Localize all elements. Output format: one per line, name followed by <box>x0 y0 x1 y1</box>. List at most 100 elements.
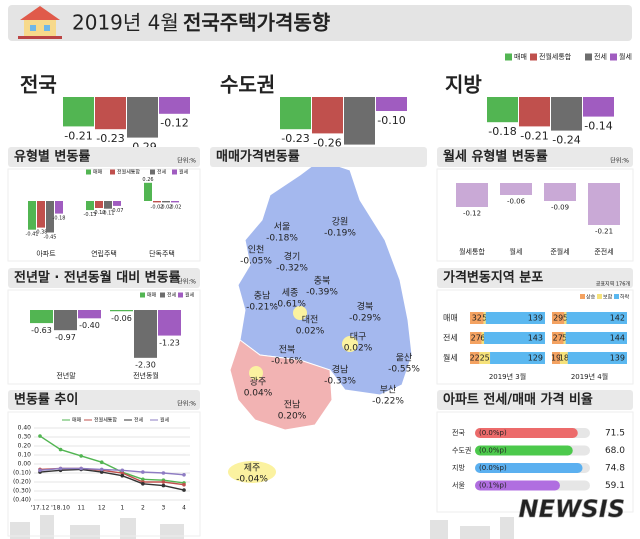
value-label: 68.0 <box>605 446 625 456</box>
category-label: 준월세 <box>550 247 569 256</box>
segment-label: 5 <box>482 314 487 323</box>
map-jeju <box>228 461 276 483</box>
map-daegu <box>342 336 358 352</box>
x-tick-label: '17.12 <box>31 505 50 512</box>
panel-title: 매매가격변동률 <box>216 150 300 165</box>
segment-label: 18 <box>559 354 569 363</box>
line-marker <box>79 454 83 458</box>
map-region-blue <box>237 159 413 396</box>
category-label: 아파트 <box>36 249 56 258</box>
value-label: -0.09 <box>551 203 569 211</box>
legend-label: 매매 <box>93 169 103 176</box>
stacked-segment <box>470 352 480 364</box>
line-marker <box>38 468 42 473</box>
y-tick-label: (0.20) <box>13 479 31 486</box>
category-label: 월세 <box>510 247 523 256</box>
map-region-pink <box>229 339 333 431</box>
legend-swatch <box>610 53 617 61</box>
bar <box>113 201 121 206</box>
line-marker <box>141 477 145 482</box>
segment-label: 22 <box>470 354 480 363</box>
panel-note: 공표지역 176개 <box>596 281 631 288</box>
y-tick-label: 0.10 <box>18 452 32 459</box>
change-label: (0.0%p) <box>479 429 507 437</box>
region-name: 부산 <box>380 385 397 396</box>
stacked-segment <box>565 332 627 344</box>
legend-swatch <box>150 169 155 175</box>
region-value: -0.55% <box>388 365 420 375</box>
legend-swatch <box>530 53 537 61</box>
panel-title: 월세 유형별 변동률 <box>443 149 548 165</box>
group-label: 수도권 <box>220 73 275 97</box>
bar <box>95 97 126 130</box>
value-label: -0.24 <box>552 134 580 147</box>
value-label: -0.02 <box>151 204 164 210</box>
panel-body <box>436 289 634 385</box>
legend-label: 보합 <box>603 294 613 301</box>
panel-header <box>8 268 200 288</box>
region-value: 0.02% <box>296 327 325 337</box>
line-marker <box>161 480 166 484</box>
segment-label: 6 <box>480 334 485 343</box>
bar <box>280 97 311 130</box>
value-label: -0.13 <box>84 212 97 218</box>
value-label: -0.10 <box>93 210 106 216</box>
bar <box>153 201 161 203</box>
bar <box>30 310 53 324</box>
bar <box>144 182 152 201</box>
bar <box>28 201 36 230</box>
category-label: 서울 <box>452 481 465 490</box>
value-label: -1.23 <box>159 338 180 347</box>
line-marker <box>79 466 83 471</box>
legend-swatch <box>86 169 91 175</box>
bar <box>475 428 578 438</box>
group-label: 전국 <box>20 73 57 97</box>
category-label: 전년동월 <box>133 371 159 380</box>
value-label: -0.07 <box>111 208 124 214</box>
bar <box>46 201 54 233</box>
value-label: -0.21 <box>520 129 548 142</box>
group-label: 지방 <box>445 73 482 97</box>
bar <box>63 97 94 127</box>
panel-title: 가격변동지역 분포 <box>443 270 543 286</box>
value-label: -0.38 <box>35 230 48 236</box>
segment-label: 19 <box>551 354 561 363</box>
bar <box>544 183 576 201</box>
bar <box>551 97 582 131</box>
value-label: -0.12 <box>463 209 481 217</box>
bar <box>37 201 45 228</box>
panel-header <box>210 147 427 167</box>
stacked-segment <box>479 352 491 364</box>
legend-swatch <box>172 169 177 175</box>
map-gwangju <box>249 366 263 380</box>
stacked-segment <box>490 352 545 364</box>
segment-label: 139 <box>528 314 543 323</box>
value-label: -0.06 <box>111 314 132 323</box>
value-label: 74.8 <box>605 464 625 474</box>
bar <box>456 183 488 207</box>
legend-swatch <box>110 169 115 175</box>
bar <box>162 201 170 203</box>
legend-swatch <box>178 292 183 298</box>
stacked-segment <box>484 332 545 344</box>
segment-label: 32 <box>472 314 482 323</box>
value-label: -0.11 <box>102 211 115 217</box>
legend-label: 전월세통합 <box>94 417 117 424</box>
value-label: -0.23 <box>96 132 124 145</box>
segment-label: 142 <box>610 314 625 323</box>
line-marker <box>99 470 104 474</box>
legend-swatch <box>580 294 585 299</box>
line-marker <box>58 447 63 452</box>
y-tick-label: 0.00 <box>18 461 32 468</box>
stacked-segment <box>566 312 627 324</box>
region-name: 강원 <box>332 217 349 228</box>
legend-swatch <box>505 53 512 61</box>
value-label: -0.23 <box>281 132 309 145</box>
category-label: 전세 <box>443 333 458 343</box>
bar <box>376 97 407 111</box>
bar <box>127 97 158 138</box>
value-label: -0.97 <box>55 333 76 342</box>
legend-label: 상승 <box>586 294 596 301</box>
header-band <box>8 5 632 41</box>
